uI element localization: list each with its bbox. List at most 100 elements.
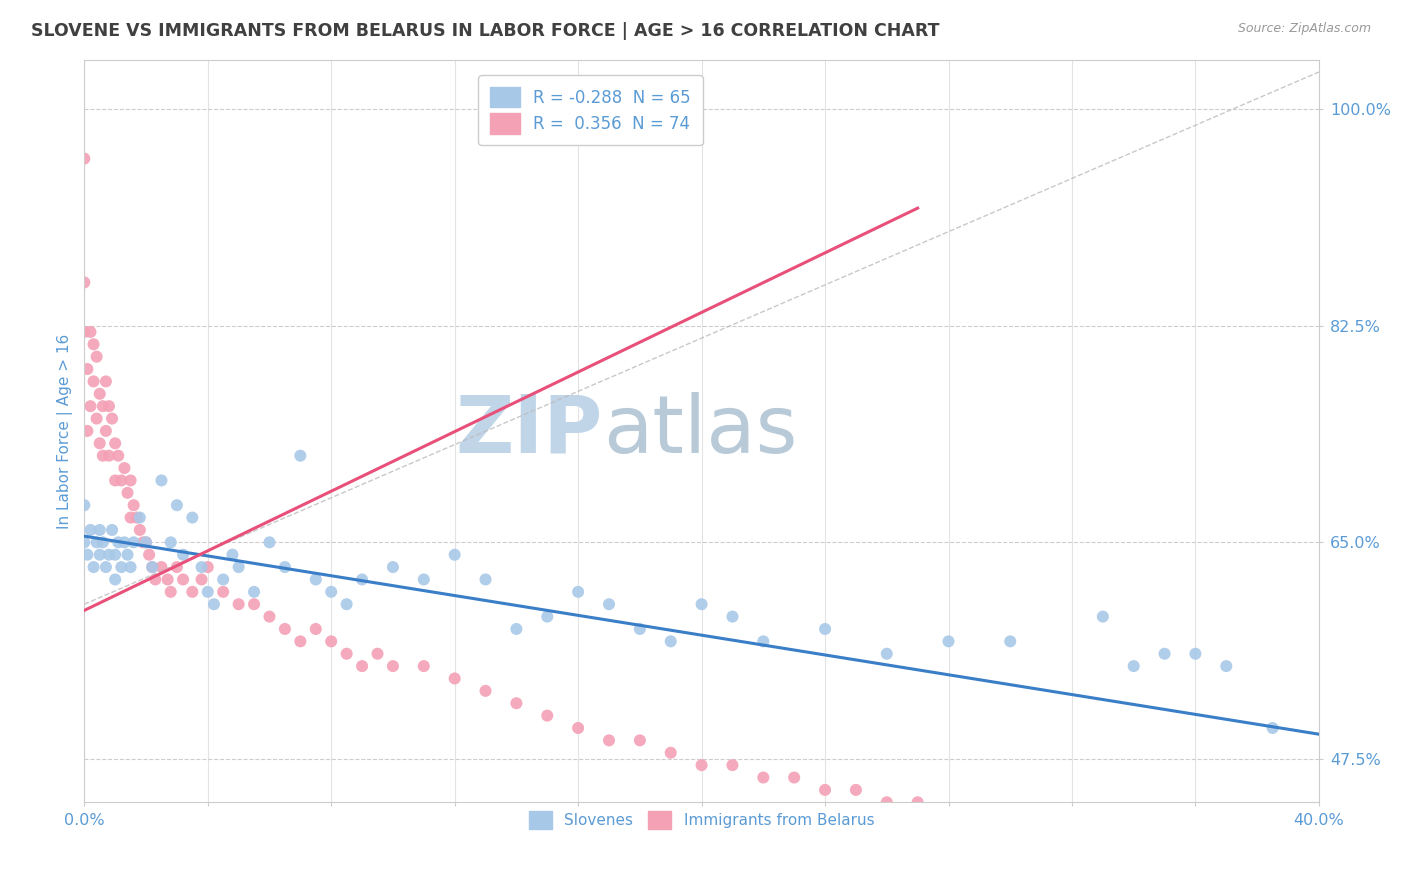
Point bbox=[567, 584, 589, 599]
Point bbox=[474, 684, 496, 698]
Point bbox=[721, 758, 744, 772]
Point bbox=[112, 535, 135, 549]
Point bbox=[536, 708, 558, 723]
Point bbox=[290, 449, 312, 463]
Point bbox=[104, 573, 127, 587]
Point bbox=[107, 535, 129, 549]
Point bbox=[120, 474, 142, 488]
Point bbox=[598, 597, 620, 611]
Point bbox=[443, 548, 465, 562]
Point bbox=[1184, 647, 1206, 661]
Point bbox=[73, 152, 96, 166]
Point bbox=[181, 584, 204, 599]
Point bbox=[110, 560, 132, 574]
Point bbox=[143, 573, 166, 587]
Point bbox=[659, 746, 682, 760]
Point bbox=[321, 584, 343, 599]
Point bbox=[166, 498, 188, 512]
Point bbox=[243, 584, 266, 599]
Legend: Slovenes, Immigrants from Belarus: Slovenes, Immigrants from Belarus bbox=[523, 805, 880, 836]
Point bbox=[876, 795, 898, 809]
Point bbox=[938, 807, 960, 822]
Point bbox=[352, 573, 374, 587]
Point bbox=[690, 597, 713, 611]
Point bbox=[104, 474, 127, 488]
Point bbox=[783, 771, 806, 785]
Point bbox=[120, 560, 142, 574]
Point bbox=[122, 498, 145, 512]
Point bbox=[659, 634, 682, 648]
Point bbox=[814, 783, 837, 797]
Point bbox=[83, 375, 105, 389]
Point bbox=[91, 399, 114, 413]
Point bbox=[98, 449, 121, 463]
Point bbox=[1122, 659, 1144, 673]
Point bbox=[107, 449, 129, 463]
Point bbox=[172, 548, 194, 562]
Point bbox=[104, 436, 127, 450]
Point bbox=[94, 424, 117, 438]
Point bbox=[101, 523, 124, 537]
Text: ZIP: ZIP bbox=[456, 392, 603, 470]
Point bbox=[132, 535, 155, 549]
Point bbox=[721, 609, 744, 624]
Point bbox=[89, 548, 111, 562]
Point bbox=[752, 634, 775, 648]
Point bbox=[135, 535, 157, 549]
Point bbox=[628, 733, 651, 747]
Point bbox=[536, 609, 558, 624]
Point bbox=[274, 560, 297, 574]
Point bbox=[212, 573, 235, 587]
Point bbox=[76, 362, 98, 376]
Point bbox=[89, 386, 111, 401]
Point bbox=[86, 535, 108, 549]
Point bbox=[690, 758, 713, 772]
Point bbox=[197, 584, 219, 599]
Point bbox=[101, 411, 124, 425]
Point bbox=[83, 560, 105, 574]
Point bbox=[76, 548, 98, 562]
Point bbox=[752, 771, 775, 785]
Point bbox=[110, 474, 132, 488]
Point bbox=[94, 560, 117, 574]
Point bbox=[845, 783, 868, 797]
Point bbox=[505, 696, 527, 710]
Point bbox=[352, 659, 374, 673]
Point bbox=[197, 560, 219, 574]
Point bbox=[135, 535, 157, 549]
Point bbox=[73, 535, 96, 549]
Point bbox=[259, 535, 281, 549]
Point bbox=[907, 795, 929, 809]
Point bbox=[86, 350, 108, 364]
Point bbox=[117, 548, 139, 562]
Point bbox=[443, 672, 465, 686]
Point bbox=[321, 634, 343, 648]
Point bbox=[567, 721, 589, 735]
Point bbox=[73, 276, 96, 290]
Point bbox=[381, 560, 404, 574]
Point bbox=[120, 510, 142, 524]
Point bbox=[274, 622, 297, 636]
Point bbox=[1091, 609, 1114, 624]
Point bbox=[125, 510, 148, 524]
Point bbox=[181, 510, 204, 524]
Point bbox=[91, 449, 114, 463]
Point bbox=[305, 573, 328, 587]
Point bbox=[138, 548, 160, 562]
Point bbox=[104, 548, 127, 562]
Point bbox=[122, 535, 145, 549]
Point bbox=[166, 560, 188, 574]
Point bbox=[86, 411, 108, 425]
Point bbox=[117, 485, 139, 500]
Point bbox=[474, 573, 496, 587]
Point bbox=[290, 634, 312, 648]
Point bbox=[228, 560, 250, 574]
Point bbox=[381, 659, 404, 673]
Point bbox=[259, 609, 281, 624]
Point bbox=[128, 523, 150, 537]
Point bbox=[79, 523, 101, 537]
Point bbox=[628, 622, 651, 636]
Point bbox=[305, 622, 328, 636]
Point bbox=[73, 325, 96, 339]
Point bbox=[1000, 634, 1022, 648]
